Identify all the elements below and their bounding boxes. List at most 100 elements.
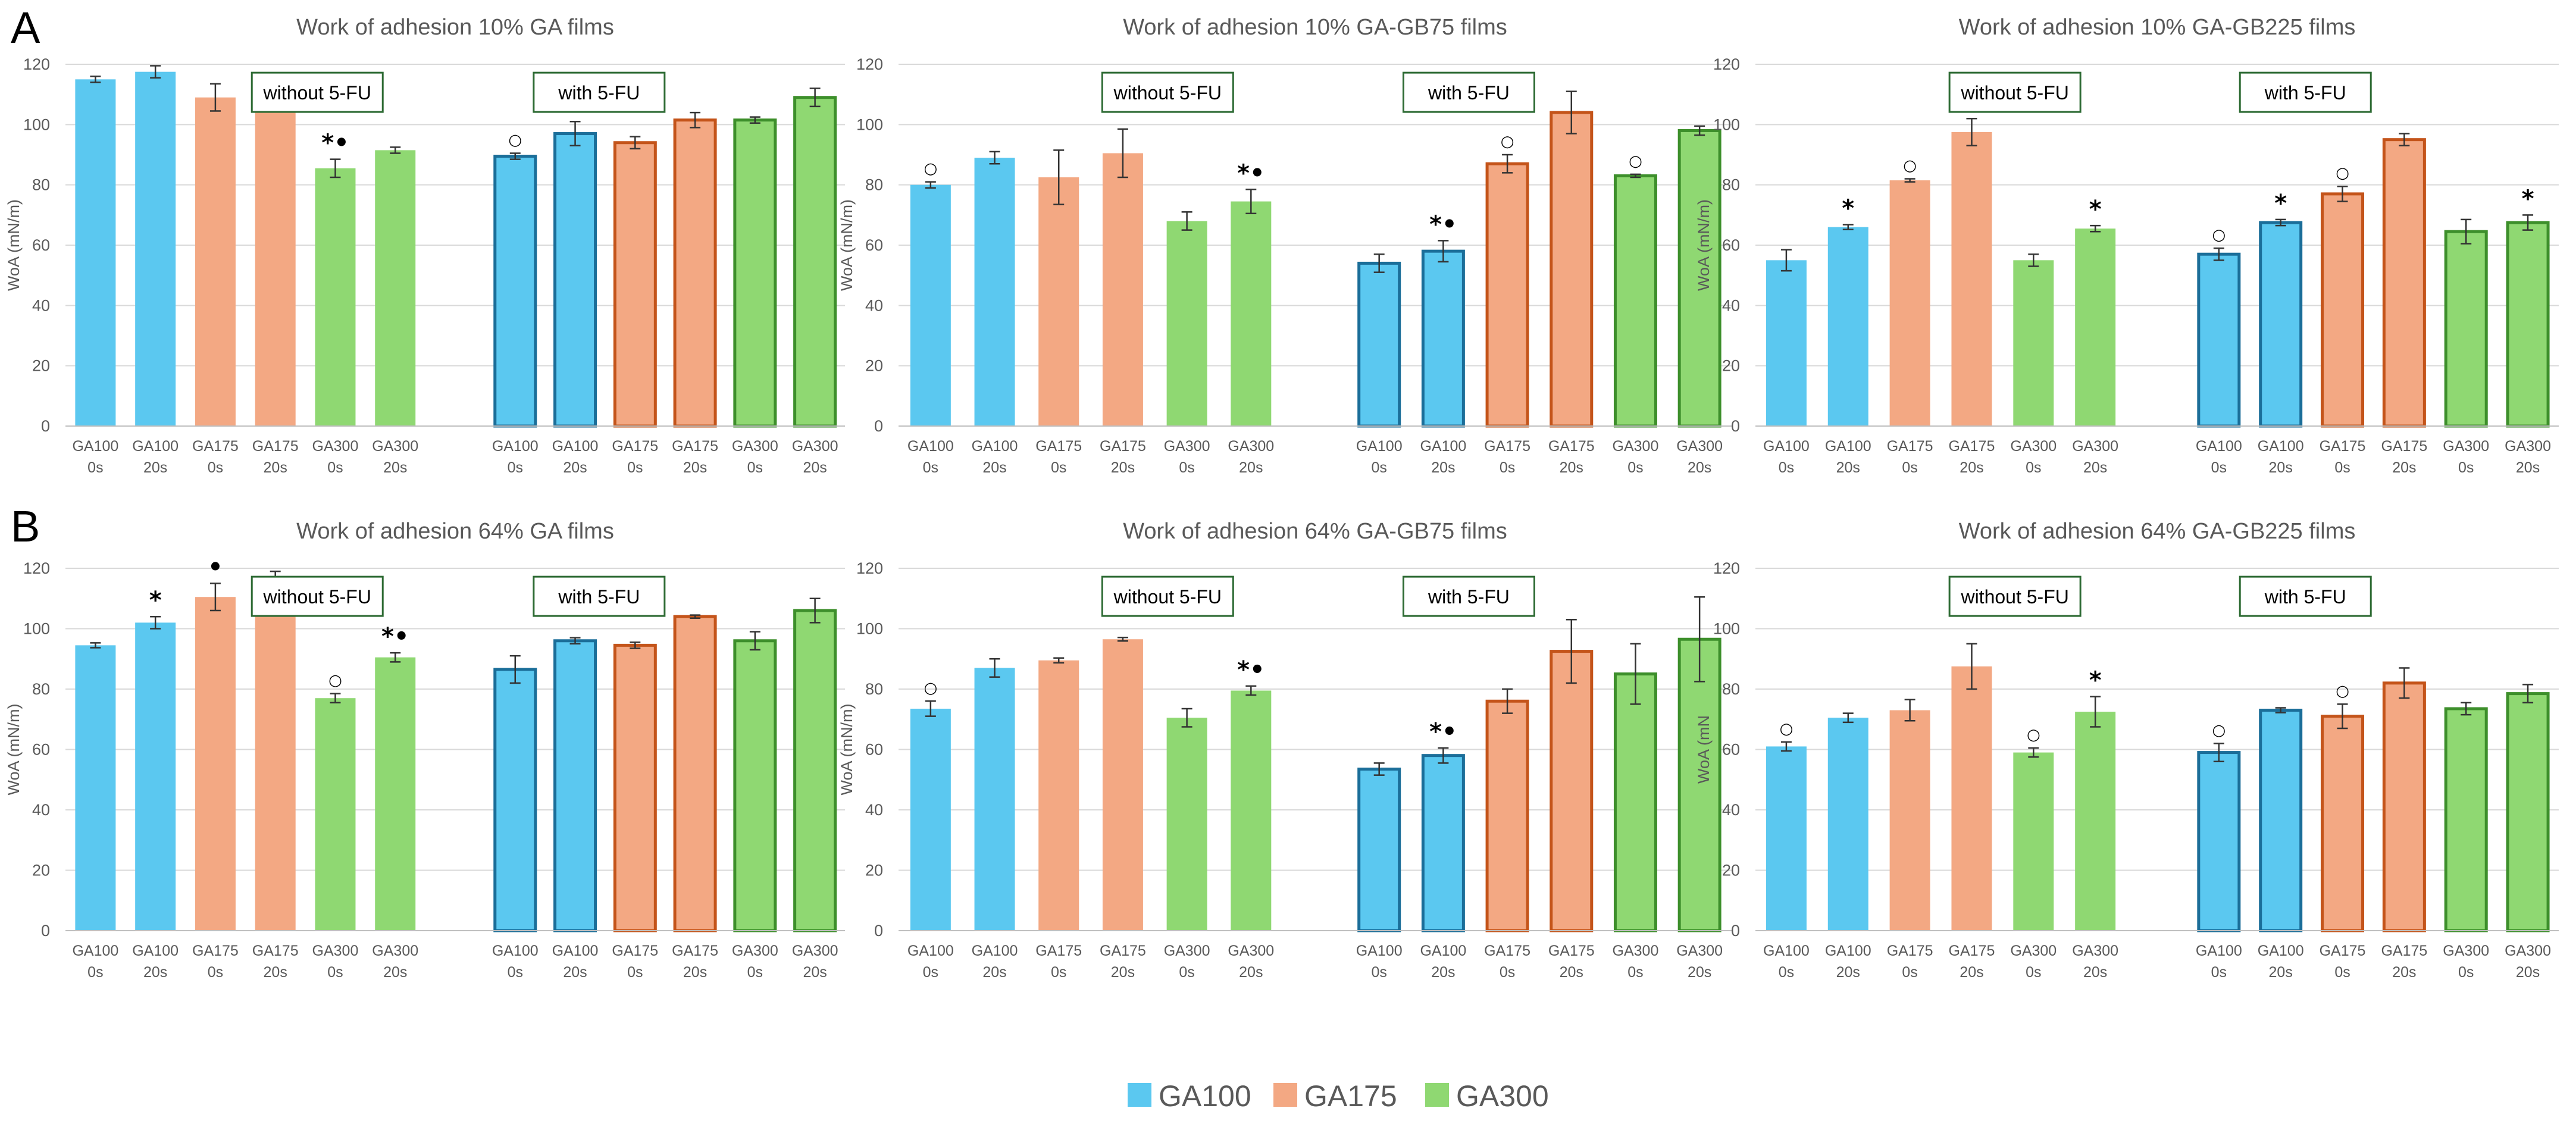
x-tick-label: GA175	[1548, 438, 1595, 455]
x-tick-sublabel: 0s	[1902, 964, 1917, 981]
x-tick-label: GA300	[2072, 438, 2118, 455]
x-tick-sublabel: 0s	[87, 459, 103, 476]
x-tick-sublabel: 0s	[2334, 964, 2350, 981]
bar-without-ga175-20s	[1102, 153, 1143, 426]
x-tick-label: GA175	[1887, 438, 1933, 455]
bar-with-ga300-20s	[2506, 221, 2550, 428]
chart-title: Work of adhesion 64% GA-GB225 films	[1959, 519, 2356, 544]
x-tick-sublabel: 0s	[1779, 964, 1794, 981]
x-tick-label: GA300	[2443, 943, 2489, 959]
group-box-label: with 5-FU	[558, 82, 640, 104]
x-tick-label: GA300	[792, 943, 838, 959]
x-tick-label: GA300	[2072, 943, 2118, 959]
y-tick-label: 120	[856, 559, 883, 577]
x-tick-label: GA300	[1164, 943, 1210, 959]
x-tick-sublabel: 0s	[508, 459, 523, 476]
bar-without-ga300-0s	[1166, 221, 1207, 426]
x-tick-label: GA100	[132, 438, 179, 455]
y-tick-label: 120	[23, 55, 50, 73]
bar-with-ga300-20s	[1677, 129, 1721, 428]
x-tick-label: GA175	[252, 438, 299, 455]
x-tick-label: GA100	[907, 943, 954, 959]
x-tick-label: GA175	[1100, 438, 1146, 455]
y-tick-label: 80	[865, 176, 883, 194]
group-box-label: with 5-FU	[2264, 586, 2346, 608]
x-tick-label: GA175	[1484, 943, 1530, 959]
x-tick-label: GA175	[192, 943, 239, 959]
group-box-with-5fu	[1402, 575, 1535, 617]
bar-without-ga100-20s	[1827, 227, 1868, 426]
chart-title: Work of adhesion 10% GA films	[296, 15, 614, 40]
y-tick-label: 60	[32, 236, 50, 254]
x-tick-sublabel: 20s	[1111, 964, 1135, 981]
y-tick-label: 80	[1722, 680, 1740, 698]
x-tick-sublabel: 0s	[327, 459, 343, 476]
bar-without-ga100-20s	[135, 622, 176, 931]
x-tick-label: GA100	[2196, 438, 2242, 455]
significance-mark: ○	[2336, 164, 2349, 182]
x-tick-sublabel: 20s	[2392, 964, 2416, 981]
legend-swatch-ga175	[1273, 1083, 1297, 1107]
y-axis-label: WoA (mN/m)	[5, 199, 23, 291]
y-tick-label: 0	[874, 417, 883, 435]
x-tick-label: GA300	[2443, 438, 2489, 455]
y-tick-label: 40	[1722, 296, 1740, 314]
x-tick-label: GA100	[1420, 438, 1466, 455]
x-tick-label: GA175	[1887, 943, 1933, 959]
bar-without-ga175-0s	[195, 597, 236, 931]
bar-with-ga100-0s	[2197, 751, 2241, 932]
y-tick-label: 20	[32, 357, 50, 375]
bar-with-ga175-20s	[2382, 138, 2426, 428]
x-tick-label: GA300	[2505, 943, 2551, 959]
y-tick-label: 100	[23, 115, 50, 133]
bar-without-ga300-0s	[2013, 260, 2054, 426]
x-tick-sublabel: 20s	[2392, 459, 2416, 476]
x-tick-label: GA100	[1356, 943, 1403, 959]
bar-without-ga175-20s	[255, 87, 296, 426]
x-tick-label: GA300	[2505, 438, 2551, 455]
bar-with-ga100-20s	[1421, 249, 1465, 428]
panel-label: A	[11, 3, 40, 52]
y-tick-label: 80	[32, 176, 50, 194]
y-tick-label: 20	[32, 862, 50, 879]
x-tick-label: GA100	[1825, 438, 1871, 455]
chart-title: Work of adhesion 64% GA films	[296, 519, 614, 544]
x-tick-sublabel: 20s	[1836, 964, 1860, 981]
y-tick-label: 120	[1713, 55, 1740, 73]
x-tick-label: GA175	[672, 438, 718, 455]
x-tick-label: GA100	[907, 438, 954, 455]
x-tick-label: GA100	[552, 943, 599, 959]
legend-label: GA100	[1159, 1079, 1251, 1113]
x-tick-label: GA175	[2381, 943, 2427, 959]
significance-mark: ○	[328, 672, 342, 690]
group-box-with-5fu	[2239, 575, 2372, 617]
bar-with-ga300-0s	[733, 118, 777, 428]
x-tick-sublabel: 20s	[1560, 459, 1583, 476]
x-tick-sublabel: 20s	[982, 964, 1006, 981]
x-tick-label: GA175	[612, 943, 658, 959]
bar-without-ga175-20s	[1102, 639, 1143, 931]
x-tick-sublabel: 20s	[383, 964, 407, 981]
significance-mark: •	[208, 553, 223, 581]
significance-mark: ○	[1629, 152, 1642, 170]
y-tick-label: 120	[1713, 559, 1740, 577]
x-tick-sublabel: 20s	[1431, 964, 1455, 981]
significance-mark: *•	[1429, 211, 1457, 238]
y-tick-label: 80	[865, 680, 883, 698]
x-tick-sublabel: 0s	[1371, 964, 1386, 981]
significance-mark: ○	[924, 679, 938, 697]
x-tick-label: GA100	[1356, 438, 1403, 455]
x-tick-label: GA100	[492, 438, 539, 455]
bar-with-ga175-20s	[673, 118, 717, 428]
x-tick-label: GA100	[72, 438, 118, 455]
bar-with-ga175-0s	[1485, 162, 1529, 428]
y-tick-label: 60	[865, 741, 883, 759]
bar-without-ga100-0s	[1766, 260, 1807, 426]
x-tick-label: GA300	[1613, 943, 1659, 959]
x-tick-sublabel: 20s	[1431, 459, 1455, 476]
bar-without-ga175-20s	[1951, 666, 1992, 931]
significance-mark: *	[2522, 185, 2534, 212]
y-tick-label: 20	[865, 862, 883, 879]
y-tick-label: 0	[41, 922, 50, 940]
x-tick-label: GA300	[1164, 438, 1210, 455]
